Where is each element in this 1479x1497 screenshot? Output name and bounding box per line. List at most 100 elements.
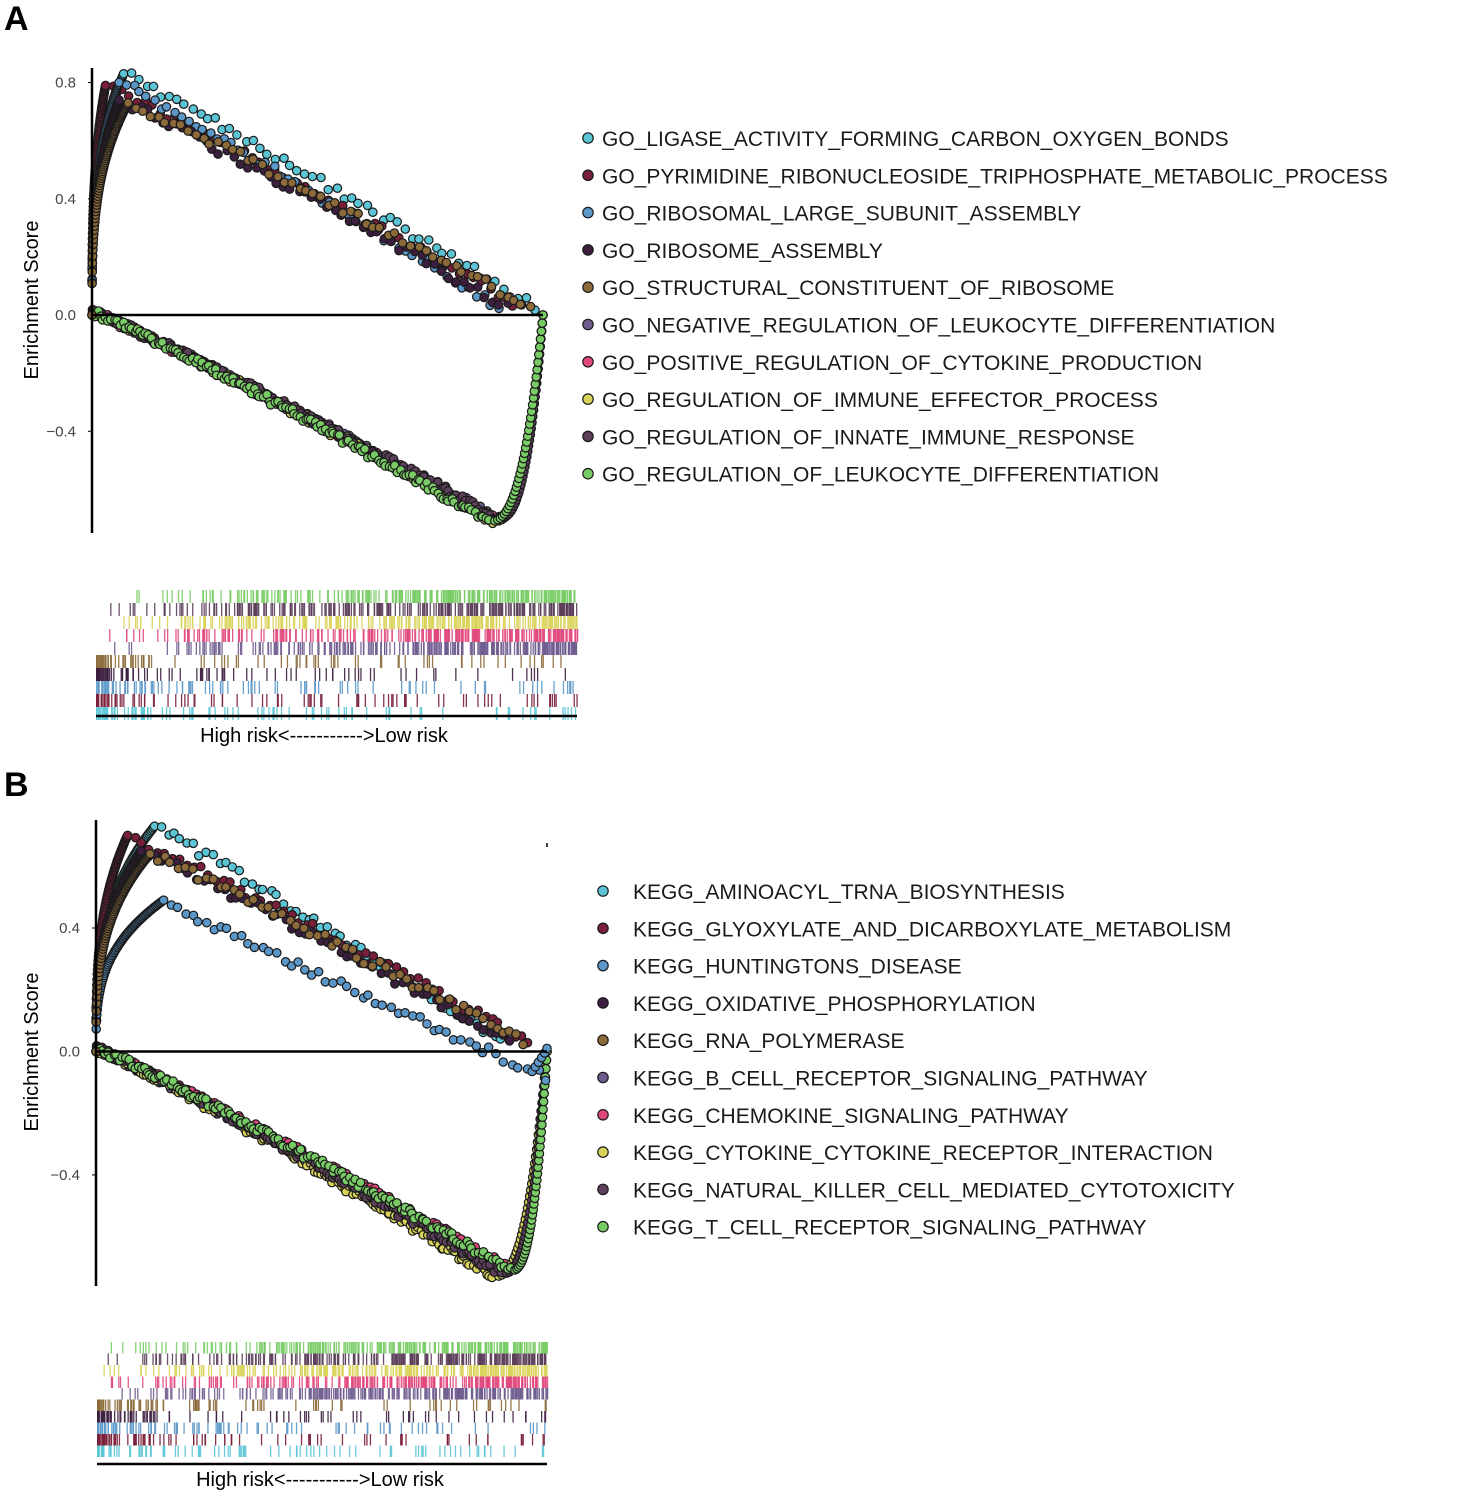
barcode-hit [452, 642, 453, 655]
legend-label: GO_RIBOSOMAL_LARGE_SUBUNIT_ASSEMBLY [602, 203, 1081, 226]
barcode-hit [505, 642, 506, 655]
barcode-hit [315, 655, 316, 668]
barcode-hit [138, 668, 139, 681]
barcode-hit [226, 616, 227, 629]
barcode-hit [487, 642, 488, 655]
barcode-row [110, 603, 577, 616]
barcode-hit [318, 655, 319, 668]
barcode-hit [307, 590, 308, 603]
barcode-hit [321, 603, 322, 616]
barcode-hit [113, 681, 114, 694]
barcode-hit [417, 694, 418, 707]
barcode-hit [467, 616, 468, 629]
barcode-hit [262, 642, 263, 655]
barcode-hit [477, 642, 478, 655]
barcode-hit [303, 1342, 304, 1354]
es-point [499, 1058, 507, 1066]
barcode-hit [545, 603, 546, 616]
barcode-hit [474, 616, 475, 629]
barcode-hit [398, 629, 399, 642]
barcode-hit [270, 642, 271, 655]
barcode-hit [393, 616, 394, 629]
es-point [437, 267, 445, 275]
barcode-hit [368, 616, 369, 629]
barcode-hit [360, 642, 361, 655]
barcode-hit [519, 603, 520, 616]
barcode-hit [386, 642, 387, 655]
barcode-hit [414, 629, 415, 642]
barcode-hit [381, 603, 382, 616]
barcode-hit [531, 694, 532, 707]
barcode-hit [541, 590, 542, 603]
barcode-hit [111, 707, 112, 720]
legend-label: GO_POSITIVE_REGULATION_OF_CYTOKINE_PRODU… [602, 352, 1202, 375]
barcode-hit [554, 603, 555, 616]
barcode-hit [211, 694, 212, 707]
barcode-hit [202, 629, 203, 642]
barcode-hit [544, 590, 545, 603]
es-point [316, 192, 324, 200]
barcode-hit [146, 603, 147, 616]
legend-item: KEGG_B_CELL_RECEPTOR_SIGNALING_PATHWAY [598, 1068, 1148, 1091]
barcode-hit [456, 629, 457, 642]
barcode-hit [514, 603, 515, 616]
barcode-hit [471, 655, 472, 668]
es-point [537, 327, 545, 335]
barcode-hit [534, 668, 535, 681]
barcode-hit [431, 629, 432, 642]
barcode-hit [475, 616, 476, 629]
barcode-hit [524, 629, 525, 642]
barcode-hit [461, 655, 462, 668]
y-tick-label: 0.4 [59, 920, 80, 937]
es-point [390, 229, 398, 237]
legend-marker [583, 133, 593, 143]
barcode-hit [194, 694, 195, 707]
barcode-hit [277, 694, 278, 707]
barcode-hit [392, 616, 393, 629]
barcode-hit [96, 694, 97, 707]
barcode-hit [378, 590, 379, 603]
barcode-hit [511, 629, 512, 642]
es-point [398, 239, 406, 247]
barcode-hit [493, 642, 494, 655]
barcode-hit [545, 642, 546, 655]
barcode-hit [543, 655, 544, 668]
barcode-hit [516, 603, 517, 616]
es-point [288, 179, 296, 187]
barcode-hit [465, 629, 466, 642]
barcode-hit [281, 694, 282, 707]
barcode-hit [468, 603, 469, 616]
barcode-hit [421, 707, 422, 720]
barcode-hit [201, 603, 202, 616]
barcode-hit [431, 642, 432, 655]
barcode-hit [418, 642, 419, 655]
barcode-hit [516, 642, 517, 655]
barcode-hit [203, 590, 204, 603]
barcode-hit [457, 590, 458, 603]
barcode-hit [251, 694, 252, 707]
barcode-hit [209, 603, 210, 616]
barcode-hit [232, 707, 233, 720]
barcode-hit [104, 694, 105, 707]
barcode-hit [209, 681, 210, 694]
barcode-hit [168, 681, 169, 694]
barcode-hit [131, 642, 132, 655]
es-point [189, 865, 197, 873]
barcode-hit [548, 590, 549, 603]
barcode-hit [312, 603, 313, 616]
barcode-hit [413, 590, 414, 603]
barcode-hit [268, 707, 269, 720]
barcode-hit [410, 681, 411, 694]
barcode-hit [554, 629, 555, 642]
barcode-hit [477, 590, 478, 603]
barcode-hit [201, 668, 202, 681]
barcode-hit [571, 707, 572, 720]
barcode-hit [384, 642, 385, 655]
barcode-hit [246, 616, 247, 629]
barcode-hit [190, 590, 191, 603]
es-point [264, 903, 272, 911]
panel-a-y-ticks: 0.80.40.0−0.4 [46, 75, 92, 441]
barcode-hit [455, 642, 456, 655]
barcode-hit [374, 603, 375, 616]
barcode-hit [401, 616, 402, 629]
